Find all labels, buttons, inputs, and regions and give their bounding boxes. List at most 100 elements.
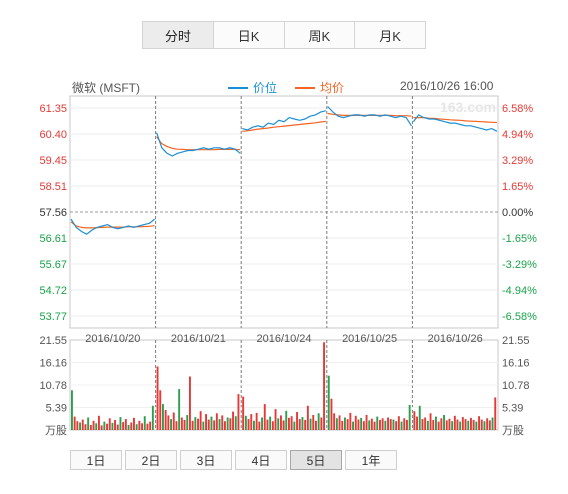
volume-bar [352,421,354,430]
volume-plot-frame [69,339,499,431]
range-buttons: 1日 2日 3日 4日 5日 1年 [70,450,400,470]
range-3-day-button[interactable]: 3日 [180,450,232,470]
volume-bar [242,396,245,430]
price-tick-label: 60.40 [39,129,67,141]
range-1-day-button[interactable]: 1日 [70,450,122,470]
price-tick-label: 58.51 [39,181,67,193]
volume-bar [437,421,440,430]
volume-bar [197,418,199,430]
day-label: 2016/10/20 [85,333,140,345]
volume-bar [306,405,309,430]
volume-bar [141,423,143,430]
day-label: 2016/10/25 [342,333,397,345]
volume-bar [205,414,207,430]
price-tick-label: 57.56 [39,207,67,219]
volume-bar [127,425,130,430]
percent-tick-label: -1.65% [502,233,537,245]
volume-bar [392,419,395,430]
range-5-day-button[interactable]: 5日 [290,450,342,470]
price-tick-label: 54.72 [39,285,67,297]
volume-bar [282,420,285,430]
volume-bar [103,421,106,430]
volume-bar [445,420,448,430]
percent-tick-label: 6.58% [502,103,533,115]
volume-bar [207,419,210,430]
average-price-line [242,120,326,132]
day-label: 2016/10/26 [428,333,483,345]
range-2-day-button[interactable]: 2日 [125,450,177,470]
tab-monthly-k[interactable]: 月K [355,22,425,48]
volume-tick-label: 5.39 [46,402,67,414]
day-label: 2016/10/24 [256,333,311,345]
volume-bar [296,412,298,430]
volume-bar [232,411,234,430]
volume-bar [424,417,427,430]
average-price-line [70,221,155,229]
volume-bar [368,420,371,430]
volume-bar [149,421,152,430]
volume-bar [435,416,437,430]
volume-bar [418,405,421,430]
day-label: 2016/10/21 [171,333,226,345]
volume-bar [199,411,202,430]
volume-bar [108,418,111,430]
volume-tick-label-right: 10.78 [502,380,530,392]
volume-bar [429,413,432,430]
volume-bar [98,415,100,430]
volume-bar [253,420,255,430]
volume-bar [81,419,84,430]
volume-bar [403,418,406,430]
volume-bar [234,416,237,430]
volume-bar [400,421,403,430]
percent-tick-label: 1.65% [502,181,533,193]
volume-bar [146,423,149,430]
volume-bar [87,417,90,430]
price-line [70,218,155,235]
volume-bar [189,376,191,430]
price-tick-label: 61.35 [39,103,67,115]
volume-bar [215,413,218,430]
volume-bar [406,420,408,430]
volume-bar [100,425,103,430]
volume-bar [416,416,418,430]
volume-bar [122,422,125,430]
volume-bar [443,415,445,430]
volume-bar [486,418,489,430]
volume-bar [451,421,454,430]
volume-bar [130,422,133,430]
volume-tick-label-right: 5.39 [502,402,523,414]
range-4-day-button[interactable]: 4日 [235,450,287,470]
percent-tick-label: -6.58% [502,311,537,323]
volume-bar [301,417,304,430]
tab-daily-k[interactable]: 日K [213,22,285,48]
volume-bar [247,419,250,430]
volume-bar [488,420,491,430]
volume-bar [218,419,221,430]
price-line [156,132,241,157]
percent-tick-label: 0.00% [502,207,533,219]
volume-bar [349,412,352,430]
volume-bar [76,421,79,430]
tab-intraday[interactable]: 分时 [143,22,214,48]
volume-bar [304,420,307,430]
volume-bar [472,420,475,430]
volume-bar [330,398,333,430]
range-1-year-button[interactable]: 1年 [345,450,397,470]
volume-bar [280,415,282,430]
volume-bar [221,415,224,430]
volume-bar [167,415,170,430]
volume-bar [381,418,384,430]
volume-bar [456,419,459,430]
volume-bar [263,404,266,430]
average-price-line [413,116,498,124]
volume-bar [327,375,330,430]
volume-bar [333,413,336,430]
volume-bar [338,415,341,430]
percent-tick-label: 4.94% [502,129,533,141]
volume-bar [464,419,467,430]
volume-tick-label: 10.78 [39,380,67,392]
volume-bar [467,420,470,430]
volume-bar [309,418,312,430]
tab-weekly-k[interactable]: 周K [284,22,356,48]
volume-bar [202,421,205,430]
